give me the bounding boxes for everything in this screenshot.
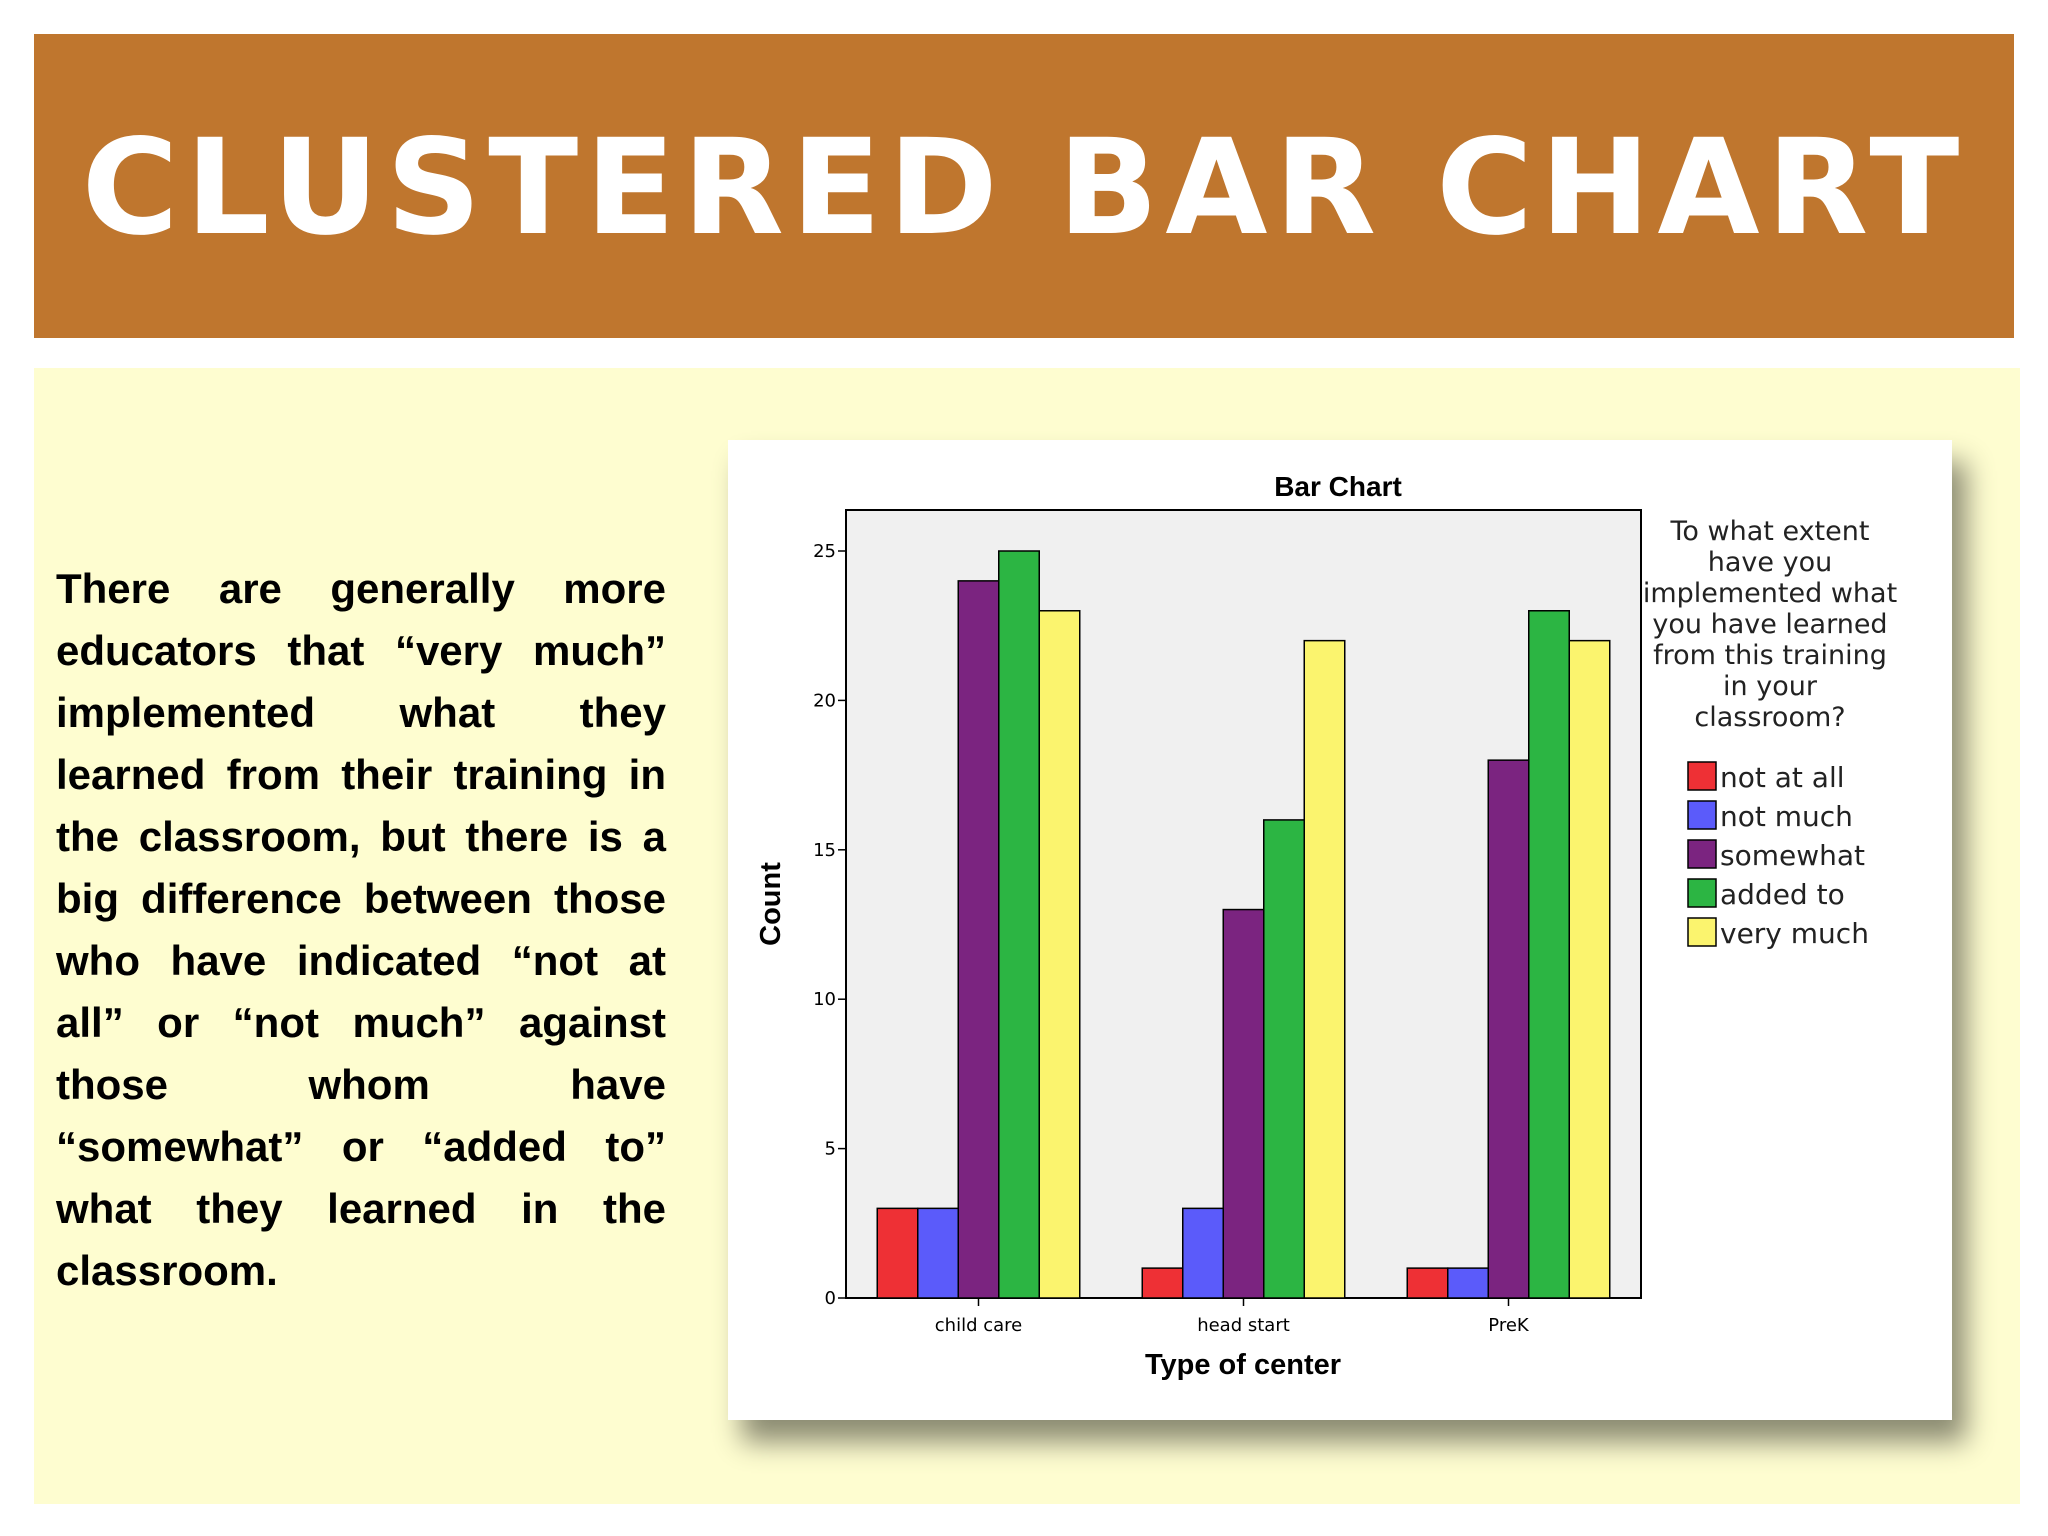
y-tick-label-3: 15: [813, 840, 836, 861]
legend-swatch-not-much: [1687, 800, 1717, 830]
y-tick-label-2: 10: [813, 989, 836, 1010]
bar-head-start-very-much: [1303, 639, 1346, 1299]
x-tick-label-1: head start: [1197, 1315, 1290, 1336]
slide-title: CLUSTERED BAR CHART: [81, 111, 1967, 265]
legend-label-somewhat: somewhat: [1720, 839, 1865, 872]
legend-title-line-2: implemented what: [1643, 578, 1897, 609]
y-axis-title: Count: [755, 862, 787, 946]
legend-title-line-3: you have learned: [1652, 609, 1887, 640]
bar-head-start-not-at-all: [1141, 1267, 1184, 1299]
title-banner: CLUSTERED BAR CHART: [34, 34, 2014, 338]
bar-head-start-somewhat: [1222, 908, 1265, 1299]
bar-child-care-very-much: [1038, 610, 1081, 1299]
legend-swatch-very-much: [1687, 917, 1717, 947]
bar-child-care-somewhat: [957, 580, 1000, 1299]
bar-prek-not-much: [1447, 1267, 1489, 1299]
x-tick-label-2: PreK: [1488, 1315, 1530, 1336]
y-axis: 0 5 10 15 20 25: [813, 541, 846, 1309]
legend-label-added-to: added to: [1720, 878, 1845, 911]
chart-title: Bar Chart: [1274, 471, 1402, 502]
y-tick-label-0: 0: [825, 1288, 836, 1309]
legend-swatch-somewhat: [1687, 839, 1717, 869]
legend-title-line-0: To what extent: [1670, 516, 1870, 547]
legend-title-line-1: have you: [1708, 547, 1832, 578]
bar-prek-not-at-all: [1406, 1267, 1449, 1299]
bar-head-start-not-much: [1182, 1207, 1224, 1299]
legend-label-not-much: not much: [1720, 800, 1853, 833]
legend-title-line-6: classroom?: [1694, 702, 1845, 733]
bar-prek-added-to: [1528, 610, 1570, 1299]
y-tick-label-4: 20: [813, 690, 836, 711]
body-text: There are generally more educators that …: [56, 565, 666, 1294]
chart-frame: Bar Chart 0 5 10 15 20 25 child care head star…: [728, 440, 1952, 1420]
x-tick-label-0: child care: [935, 1315, 1022, 1336]
bars: [876, 550, 1611, 1299]
y-tick-label-1: 5: [825, 1139, 836, 1160]
bar-prek-very-much: [1568, 639, 1611, 1299]
legend-label-very-much: very much: [1720, 917, 1869, 950]
x-axis: child care head start PreK: [935, 1298, 1530, 1336]
legend-label-not-at-all: not at all: [1720, 761, 1845, 794]
bar-head-start-added-to: [1263, 819, 1305, 1299]
bar-child-care-not-at-all: [876, 1207, 919, 1299]
bar-child-care-not-much: [917, 1207, 959, 1299]
legend-title-line-5: in your: [1723, 671, 1818, 702]
y-tick-label-5: 25: [813, 541, 836, 562]
bar-prek-somewhat: [1487, 759, 1530, 1299]
legend-swatch-added-to: [1687, 878, 1717, 908]
x-axis-title: Type of center: [1145, 1349, 1341, 1381]
bar-chart: Bar Chart 0 5 10 15 20 25 child care head star…: [755, 471, 1897, 1381]
legend-swatch-not-at-all: [1687, 761, 1717, 791]
legend-title-line-4: from this training: [1653, 640, 1887, 671]
bar-child-care-added-to: [998, 550, 1040, 1299]
